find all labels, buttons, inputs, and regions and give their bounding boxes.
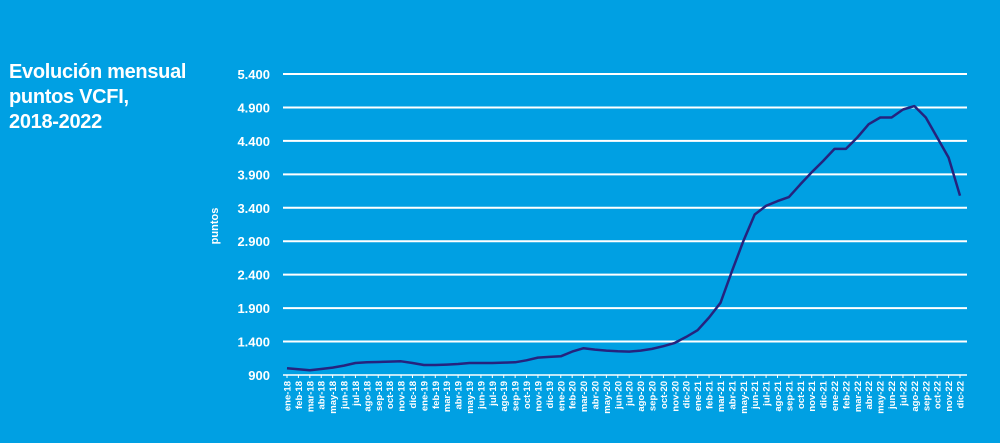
x-tick-label: nov-18: [397, 381, 408, 412]
x-tick-label: sep-18: [374, 381, 385, 411]
x-tick-label: ago-21: [773, 380, 784, 411]
x-tick-label: oct-20: [659, 381, 670, 409]
x-tick-label: jun-22: [887, 381, 898, 410]
x-tick-label: nov-22: [944, 381, 955, 412]
x-tick-label: ago-18: [362, 381, 373, 412]
x-tick-label: may-21: [739, 380, 750, 413]
y-tick-label: 3.900: [237, 167, 270, 182]
x-tick-label: may-18: [328, 381, 339, 414]
x-tick-label: abr-21: [727, 380, 738, 409]
x-tick-label: abr-20: [590, 381, 601, 410]
x-tick-label: jul-19: [488, 381, 499, 407]
x-tick-label: ene-20: [556, 381, 567, 411]
y-tick-label: 4.400: [237, 134, 270, 149]
y-tick-label: 5.400: [237, 67, 270, 82]
x-tick-label: ene-22: [830, 381, 841, 411]
y-tick-label: 1.900: [237, 301, 270, 316]
x-tick-label: oct-22: [933, 381, 944, 409]
series-line: [286, 104, 962, 372]
x-tick-label: ene-19: [419, 381, 430, 411]
x-tick-label: nov-21: [807, 380, 818, 411]
x-tick-label: oct-18: [385, 381, 396, 409]
x-tick-label: mar-22: [853, 381, 864, 412]
x-tick-label: jun-19: [476, 381, 487, 410]
x-tick-label: mar-21: [716, 380, 727, 412]
x-tick-label: abr-22: [864, 381, 875, 410]
x-tick-label: sep-21: [784, 380, 795, 411]
x-tick-label: sep-20: [648, 381, 659, 411]
y-tick-label: 2.900: [237, 234, 270, 249]
y-tick-label: 3.400: [237, 201, 270, 216]
x-tick-label: dic-22: [956, 381, 967, 408]
x-tick-label: dic-18: [408, 381, 419, 408]
x-tick-label: jul-21: [762, 380, 773, 407]
x-tick-label: jul-22: [898, 381, 909, 407]
x-tick-label: abr-18: [317, 381, 328, 410]
x-tick-label: ago-19: [499, 381, 510, 412]
x-tick-label: abr-19: [454, 381, 465, 410]
chart-title: Evolución mensual puntos VCFI, 2018-2022: [9, 60, 186, 135]
gridlines: [283, 73, 967, 376]
x-tick-label: ene-21: [693, 380, 704, 411]
chart-title-line: 2018-2022: [9, 111, 102, 133]
x-tick-label: dic-19: [545, 381, 556, 408]
x-tick-label: may-22: [876, 381, 887, 414]
x-tick-label: nov-19: [533, 381, 544, 412]
x-tick-label: dic-21: [819, 380, 830, 408]
x-tick-label: oct-21: [796, 380, 807, 409]
x-tick-label: may-19: [465, 381, 476, 414]
x-tick-label: feb-22: [841, 381, 852, 409]
x-tick-label: jun-21: [750, 380, 761, 410]
x-tick-labels: ene-18 feb-18 mar-18 abr-18 may-18 jun-18 jul-…: [283, 375, 967, 414]
x-tick-label: mar-19: [442, 381, 453, 412]
y-tick-label: 2.400: [237, 268, 270, 283]
y-tick-label: 900: [248, 368, 270, 383]
x-tick-label: mar-20: [579, 381, 590, 412]
x-tick-label: jun-18: [340, 381, 351, 410]
x-tick-label: feb-20: [568, 381, 579, 409]
x-tick-label: feb-18: [294, 381, 305, 409]
x-tick-label: ago-20: [636, 381, 647, 412]
y-tick-label: 4.900: [237, 100, 270, 115]
y-tick-labels: 900 1.400 1.900 2.400 2.900 3.400 3.900 4.400 4.…: [237, 67, 270, 383]
x-tick-label: feb-19: [431, 381, 442, 409]
x-tick-label: jul-18: [351, 381, 362, 407]
x-tick-label: feb-21: [705, 380, 716, 409]
x-tick-label: may-20: [602, 381, 613, 414]
x-tick-label: oct-19: [522, 381, 533, 409]
y-tick-label: 1.400: [237, 335, 270, 350]
chart-title-line: puntos VCFI,: [9, 86, 129, 108]
x-tick-label: ene-18: [283, 381, 294, 411]
x-tick-label: mar-18: [305, 381, 316, 412]
x-tick-label: sep-22: [921, 381, 932, 411]
x-tick-label: nov-20: [670, 381, 681, 412]
y-axis-label: puntos: [209, 208, 221, 245]
x-tick-label: jun-20: [613, 381, 624, 410]
chart-title-line: Evolución mensual: [9, 61, 187, 83]
series-line-group: [286, 104, 962, 372]
x-tick-label: ago-22: [910, 381, 921, 412]
x-tick-label: jul-20: [625, 381, 636, 407]
x-tick-label: dic-20: [682, 381, 693, 408]
x-tick-label: sep-19: [511, 381, 522, 411]
